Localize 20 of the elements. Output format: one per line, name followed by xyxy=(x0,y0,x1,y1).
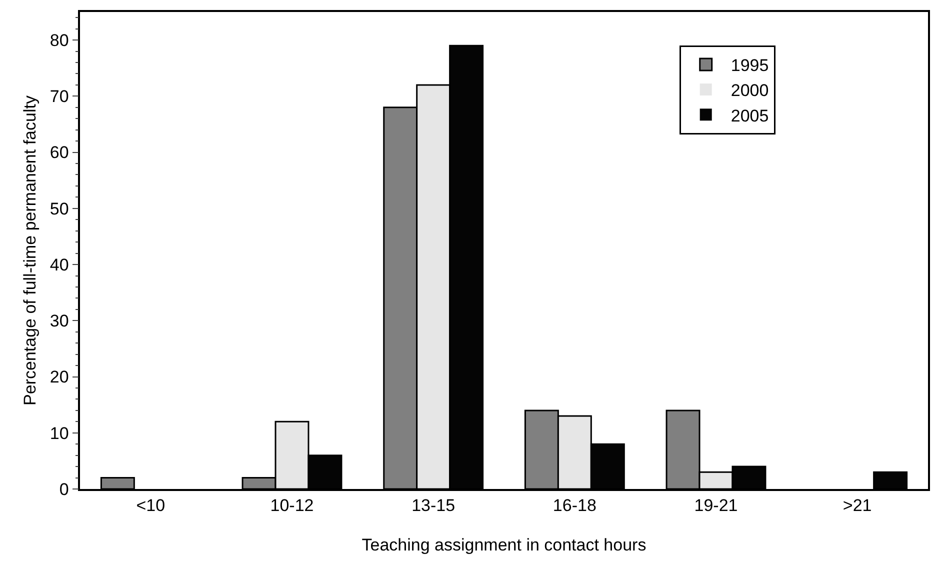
x-tick-label: 19-21 xyxy=(694,496,738,516)
x-tick-label: >21 xyxy=(842,496,872,516)
y-tick-label: 10 xyxy=(50,424,69,443)
y-tick-label: 0 xyxy=(59,480,69,499)
y-tick-label: 20 xyxy=(50,368,69,387)
x-tick-label: 13-15 xyxy=(412,496,456,516)
y-tick-label: 70 xyxy=(50,87,69,106)
y-axis-title: Percentage of full-time permanent faculty xyxy=(20,95,40,406)
legend-label: 2005 xyxy=(730,106,769,126)
y-tick-label: 50 xyxy=(50,199,69,218)
y-tick-label: 60 xyxy=(50,143,69,162)
legend-label: 2000 xyxy=(730,81,769,100)
x-tick-label: 16-18 xyxy=(552,496,596,516)
x-tick-label: <10 xyxy=(136,496,166,516)
y-tick-label: 80 xyxy=(50,31,69,50)
y-tick-label: 30 xyxy=(50,312,69,331)
x-axis-title: Teaching assignment in contact hours xyxy=(362,536,646,554)
x-tick-label: 10-12 xyxy=(270,496,314,516)
y-tick-label: 40 xyxy=(50,255,69,274)
legend-label: 1995 xyxy=(730,56,769,76)
